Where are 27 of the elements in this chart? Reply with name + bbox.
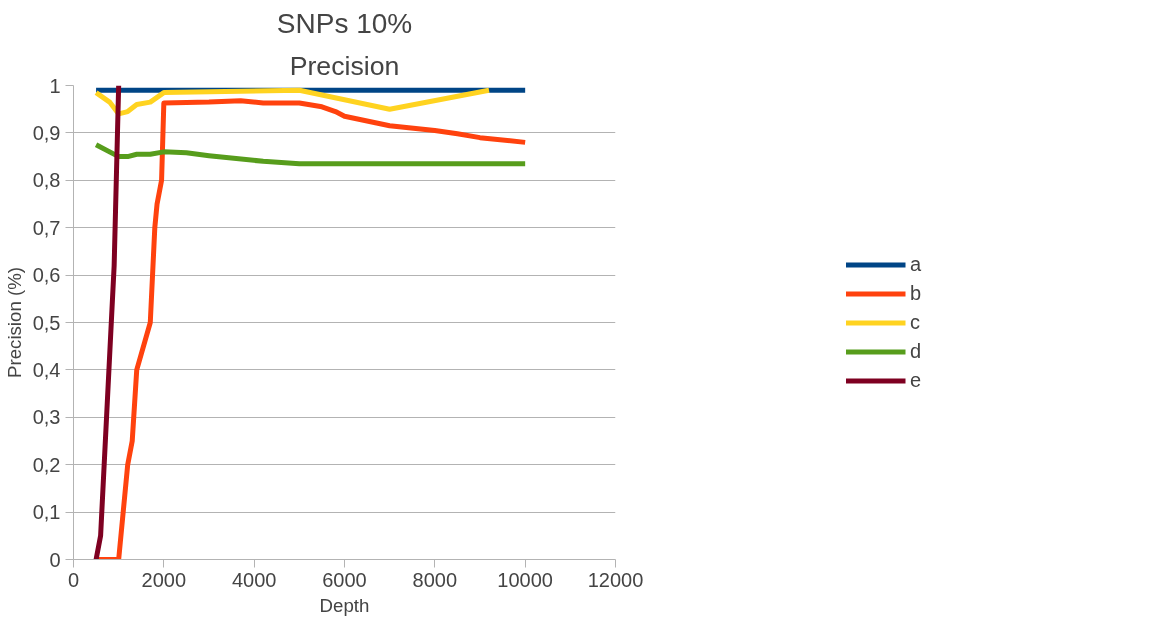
x-tick-label: 0 (67, 568, 80, 591)
y-tick-label: 0,9 (32, 121, 61, 144)
y-tick-label: 1 (49, 74, 61, 97)
y-tick-label: 0,2 (32, 453, 61, 476)
y-tick-label: 0,5 (32, 311, 61, 334)
legend-label: b (910, 281, 923, 305)
y-tick-label: 0,3 (32, 406, 61, 429)
x-tick-label: 4000 (231, 568, 277, 591)
x-tick-label: 8000 (412, 568, 458, 591)
chart-title: SNPs 10% (276, 7, 413, 39)
x-tick-label: 12000 (587, 568, 644, 591)
y-tick-label: 0,4 (32, 358, 61, 381)
legend-label: a (910, 252, 923, 276)
legend-label: c (910, 310, 921, 334)
x-axis-title: Depth (319, 594, 370, 616)
legend-label: e (910, 368, 923, 392)
y-axis-title: Precision (%) (3, 267, 25, 378)
x-tick-label: 6000 (322, 568, 367, 591)
y-tick-label: 0,1 (32, 501, 61, 524)
y-tick-label: 0,7 (32, 216, 61, 239)
y-tick-label: 0,8 (32, 169, 61, 192)
x-tick-label: 2000 (141, 568, 187, 591)
chart-subtitle: Precision (289, 50, 400, 81)
y-tick-label: 0,6 (32, 264, 61, 287)
y-tick-label: 0 (49, 548, 61, 571)
legend-label: d (910, 339, 923, 363)
x-tick-label: 10000 (497, 568, 553, 591)
